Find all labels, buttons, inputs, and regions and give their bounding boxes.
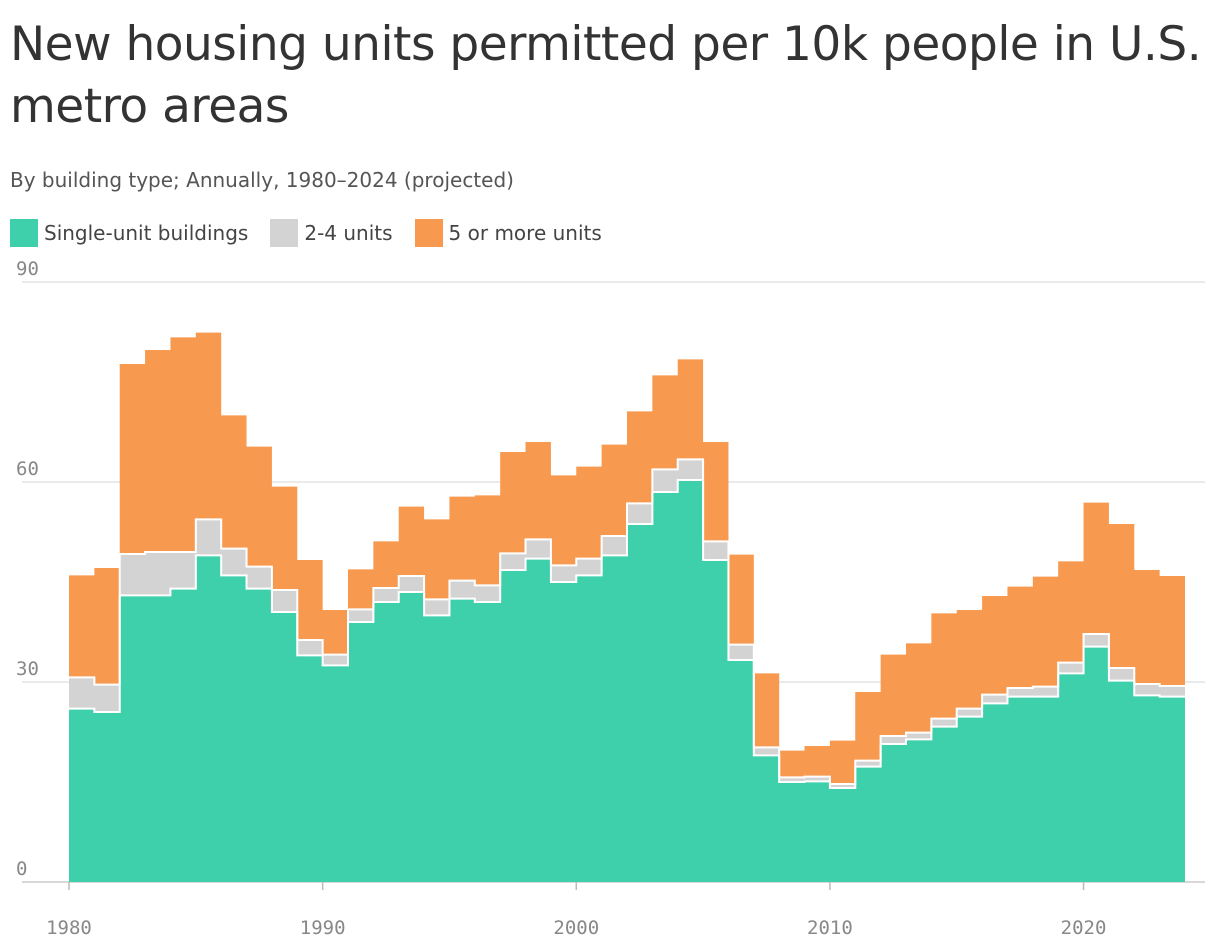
x-tick-label-1990: 1990: [300, 917, 346, 939]
y-tick-label-90: 90: [16, 258, 39, 280]
legend-label-2-4-units: 2-4 units: [304, 221, 393, 245]
data-areas: [69, 332, 1185, 883]
chart-title: New housing units permitted per 10k peop…: [10, 17, 1202, 134]
y-tick-label-60: 60: [16, 458, 39, 480]
x-tick-label-2010: 2010: [807, 917, 853, 939]
x-tick-label-2000: 2000: [553, 917, 599, 939]
legend-swatch-5-plus-units: [414, 219, 443, 247]
chart-subtitle: By building type; Annually, 1980–2024 (p…: [10, 168, 514, 192]
y-tick-label-0: 0: [16, 858, 27, 880]
x-tick-label-1980: 1980: [46, 917, 92, 939]
legend-label-single-unit: Single-unit buildings: [44, 221, 249, 245]
legend-label-5-plus-units: 5 or more units: [448, 221, 602, 245]
legend-swatch-single-unit: [10, 219, 38, 247]
y-tick-label-30: 30: [16, 658, 39, 680]
legend: Single-unit buildings 2-4 units 5 or mor…: [10, 219, 624, 247]
legend-item-2-4-units: 2-4 units: [270, 219, 393, 247]
legend-item-single-unit: Single-unit buildings: [10, 219, 248, 247]
axes: 0 30 60 90 1980 1990 2000 2010 2020: [16, 258, 1106, 939]
boundary-line-series-1: [69, 458, 1185, 785]
x-tick-label-2020: 2020: [1061, 917, 1107, 939]
area-series-0: [69, 480, 1185, 882]
legend-swatch-2-4-units: [270, 219, 299, 247]
legend-item-5-plus-units: 5 or more units: [414, 219, 602, 247]
